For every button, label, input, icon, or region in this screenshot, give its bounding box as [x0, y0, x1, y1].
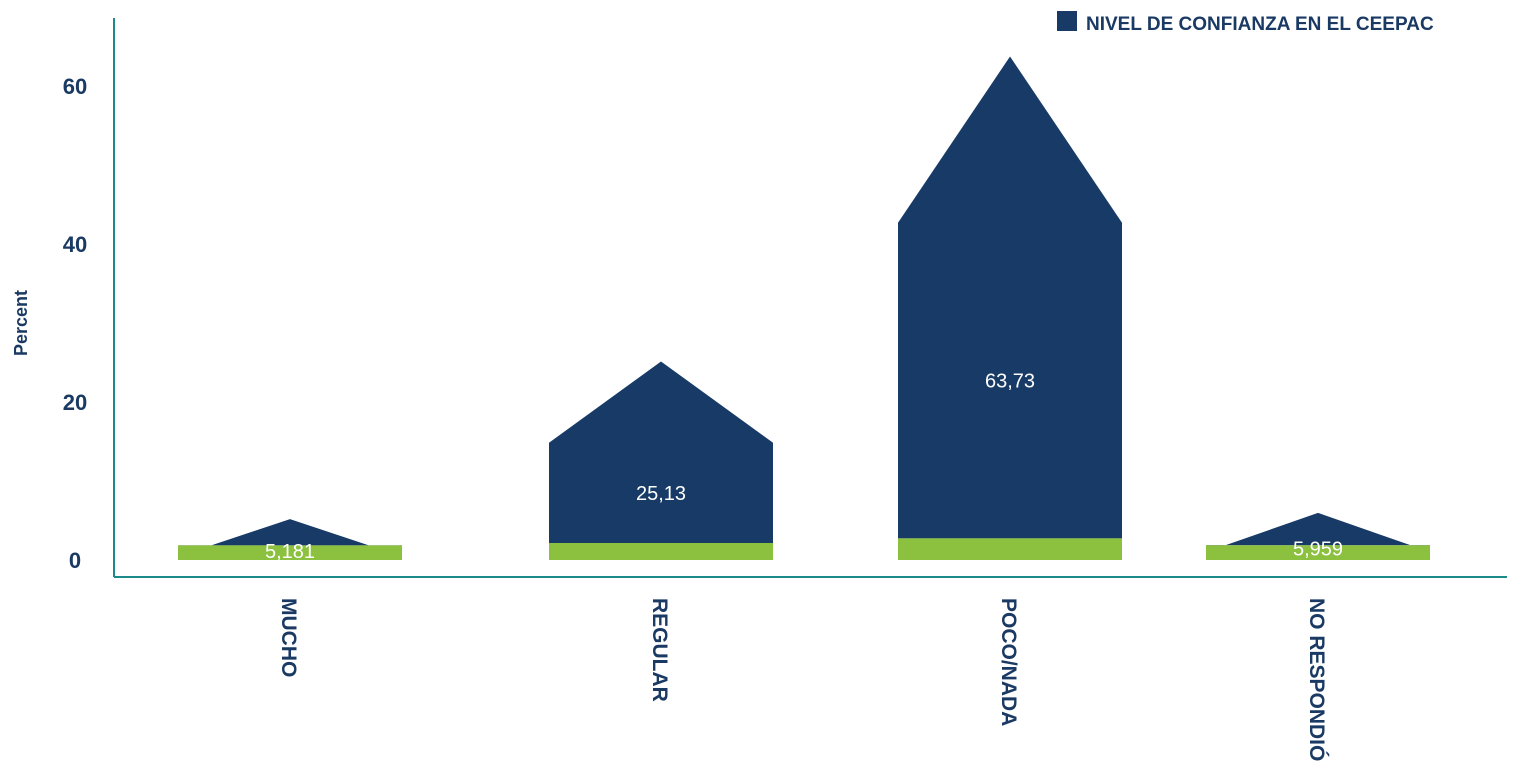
y-tick-label: 40: [63, 232, 87, 257]
bar: [898, 56, 1122, 539]
x-tick-labels: MUCHO REGULAR POCO/NADA NO RESPONDIÓ: [277, 598, 1329, 761]
bar-group: 25,13: [549, 361, 773, 560]
bar-base: [178, 545, 402, 560]
bar: [1206, 512, 1430, 553]
bar-group: 5,959: [1206, 512, 1430, 561]
x-tick-label: MUCHO: [277, 598, 300, 677]
bar-group: 5,181: [178, 519, 402, 563]
data-label: 5,959: [1293, 539, 1343, 561]
data-label: 5,181: [265, 541, 315, 563]
bar: [549, 361, 773, 543]
data-label: 63,73: [985, 371, 1035, 393]
bar-base: [898, 538, 1122, 560]
bar-base: [549, 542, 773, 560]
bar-base: [1206, 545, 1430, 560]
y-tick-label: 60: [63, 74, 87, 99]
x-tick-label: NO RESPONDIÓ: [1305, 598, 1329, 761]
y-ticks: 0 20 40 60: [63, 74, 87, 573]
bar: [178, 519, 402, 557]
legend-label: NIVEL DE CONFIANZA EN EL CEEPAC: [1086, 14, 1434, 35]
x-tick-label: REGULAR: [648, 598, 671, 702]
bars: 5,181 25,13 63,73 5,959: [178, 56, 1430, 563]
y-tick-label: 0: [69, 548, 81, 573]
y-axis-title: Percent: [11, 290, 31, 356]
y-tick-label: 20: [63, 390, 87, 415]
bar-group: 63,73: [898, 56, 1122, 560]
x-tick-label: POCO/NADA: [997, 598, 1020, 726]
data-label: 25,13: [636, 483, 686, 505]
legend-swatch: [1057, 11, 1077, 31]
